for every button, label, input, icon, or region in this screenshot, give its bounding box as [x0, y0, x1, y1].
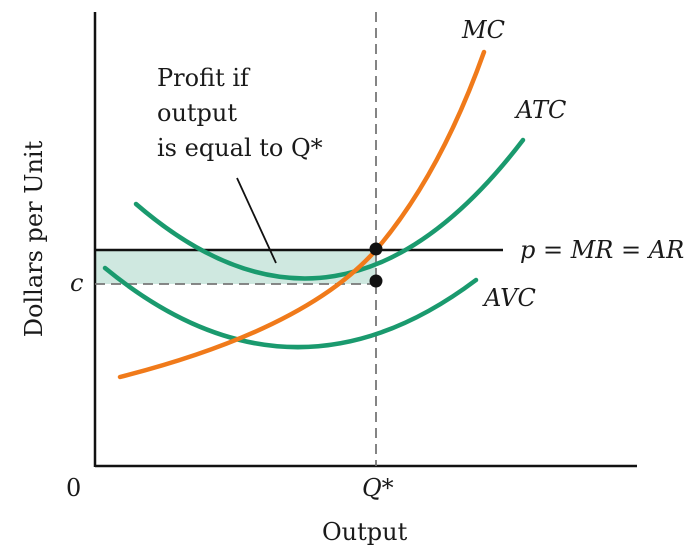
c-label: c — [70, 269, 83, 297]
atc-q-star-point — [369, 274, 383, 288]
profit-annotation-line-1: Profit if — [157, 64, 251, 92]
profit-annotation-line-3: is equal to Q* — [157, 134, 323, 162]
profit-annotation-pointer — [236, 177, 277, 264]
profit-annotation-line-2: output — [157, 99, 237, 127]
atc-label: ATC — [514, 96, 566, 124]
atc-curve — [133, 137, 526, 281]
y-axis-label: Dollars per Unit — [20, 140, 48, 337]
x-axis-label: Output — [322, 518, 408, 546]
origin-label: 0 — [66, 474, 81, 502]
avc-label: AVC — [482, 284, 536, 312]
mc-price-intersection-point — [369, 242, 383, 256]
mc-label: MC — [461, 16, 505, 44]
price-line-label: p = MR = AR — [520, 236, 684, 264]
avc-curve — [102, 265, 479, 350]
q-star-label: Q* — [362, 474, 394, 502]
